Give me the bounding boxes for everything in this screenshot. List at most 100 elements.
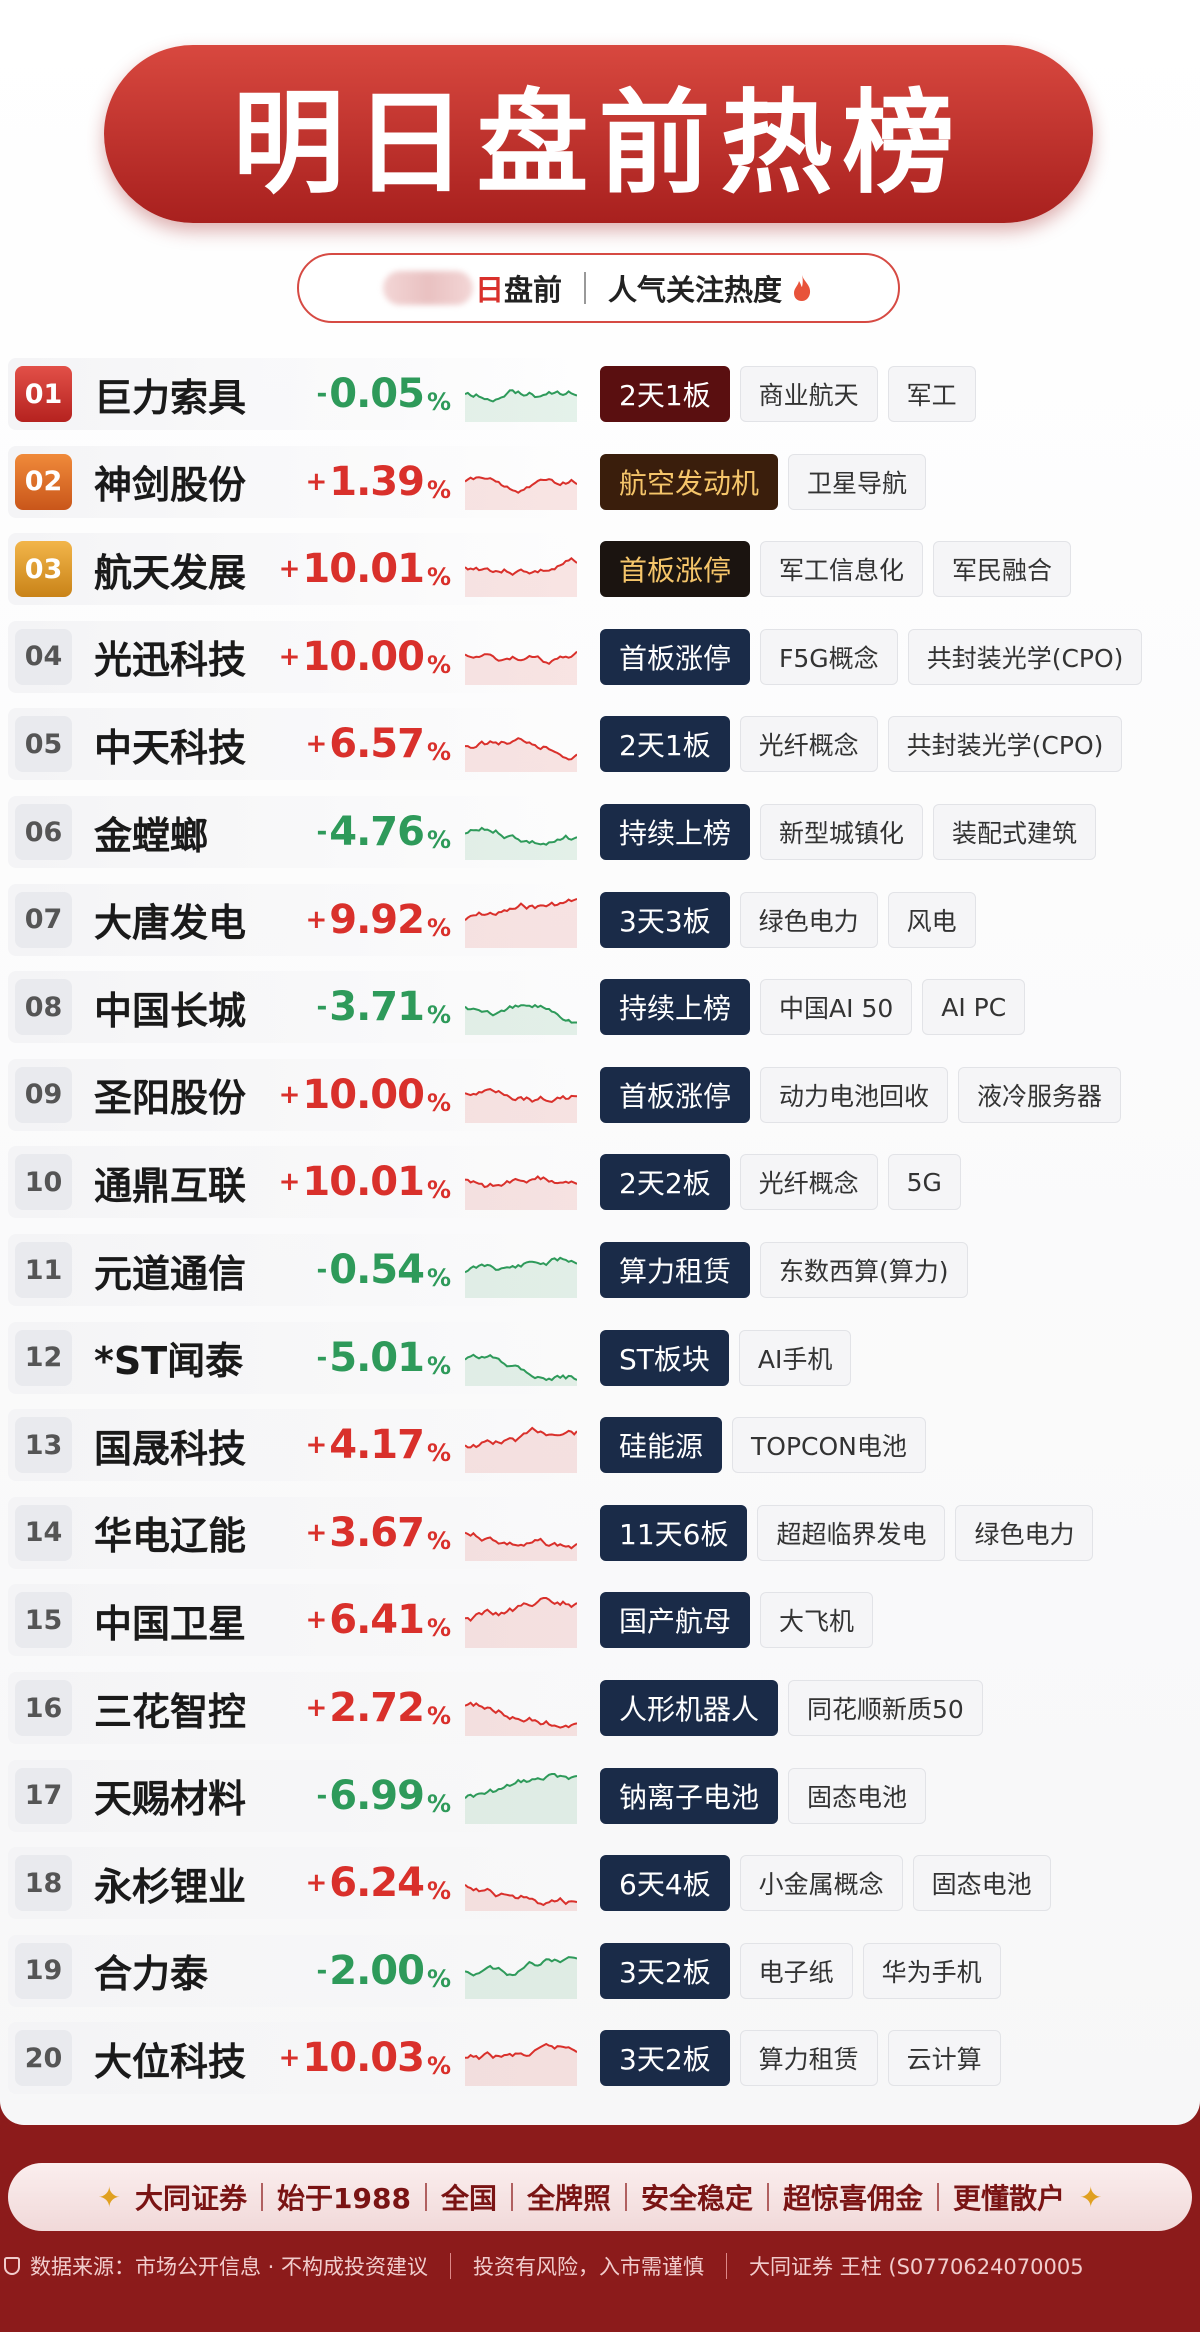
rank-badge: 10 [15,1154,72,1211]
hot-tag: 3天3板 [600,891,730,948]
stock-row: 10 通鼎互联 +10.01% 2天2板 光纤概念 5G [8,1142,1192,1222]
separator [766,2183,769,2211]
change-sign: + [305,729,328,760]
stock-row: 01 巨力索具 -0.05% 2天1板 商业航天 军工 [8,354,1192,434]
rank-badge: 14 [15,1504,72,1561]
percent-sign: % [426,1001,451,1030]
stock-row: 03 航天发展 +10.01% 首板涨停 军工信息化 军民融合 [8,529,1192,609]
sparkline-area [465,1005,577,1036]
tag: 绿色电力 [955,1504,1094,1561]
tag: 军工信息化 [760,541,924,598]
fire-icon [794,275,811,301]
percent-sign: % [426,1614,451,1643]
star-icon: ✦ [97,2180,121,2214]
tags: 人形机器人 同花顺新质50 [600,1680,983,1736]
change-sign: + [305,1868,328,1899]
tags: 航空发动机 卫星导航 [600,453,927,510]
tagline: 人气关注热度 [608,273,783,307]
tag: 云计算 [887,2030,1001,2087]
sparkline [465,1087,577,1123]
sparkline-area [465,651,577,685]
slogan-item: 更懂散户 [953,2182,1066,2215]
sparkline-line [465,1175,577,1189]
change-value: 0.05 [329,371,425,417]
stock-name: 光迅科技 [94,638,247,683]
stock-name: 三花智控 [94,1689,247,1734]
stock-name: 元道通信 [94,1251,247,1296]
change-sign: + [278,554,301,585]
sparkline-area [465,1884,577,1912]
hot-tag: 3天2板 [600,1942,730,1999]
row-background [8,445,568,518]
change: -2.00% [288,1931,451,2011]
sparkline-area [465,1532,577,1561]
sparkline-line [465,2043,577,2061]
stock-row: 18 永杉锂业 +6.24% 6天4板 小金属概念 固态电池 [8,1843,1192,1923]
rank-badge: 02 [15,453,72,510]
sparkline-line [465,1353,577,1381]
rank-badge: 16 [15,1680,72,1736]
hot-tag: 国产航母 [600,1592,751,1649]
separator [937,2183,939,2211]
change-value: 0.54 [329,1247,425,1293]
change: +1.39% [288,442,451,522]
rank-badge: 17 [15,1767,72,1824]
sparkline [465,1256,577,1298]
note: 投资有风险，入市需谨慎 [473,2255,705,2279]
separator [584,272,586,304]
stock-row: 05 中天科技 +6.57% 2天1板 光纤概念 共封装光学(CPO) [8,704,1192,784]
rank-badge: 15 [15,1592,72,1649]
sparkline-area [465,1428,577,1474]
hot-tag: 持续上榜 [600,979,751,1036]
stock-row: 04 光迅科技 +10.00% 首板涨停 F5G概念 共封装光学(CPO) [8,617,1192,697]
sparkline [465,1597,577,1649]
rank-badge: 12 [15,1329,72,1386]
tag: 同花顺新质50 [788,1680,983,1736]
tag: 卫星导航 [788,453,927,510]
date-suffix: 日 [474,273,504,307]
stock-name: 中国卫星 [94,1601,247,1646]
tag: 电子纸 [739,1942,853,1999]
slogan-item: 始于1988 [277,2182,411,2215]
rank-badge: 01 [15,366,72,422]
rank-badge: 20 [15,2030,72,2087]
stock-row: 19 合力泰 -2.00% 3天2板 电子纸 华为手机 [8,1931,1192,2011]
percent-sign: % [426,650,451,679]
change-value: 6.57 [329,721,425,768]
change: +10.00% [279,617,451,697]
row-background [8,1234,568,1306]
stock-name: 圣阳股份 [94,1076,247,1121]
change-value: 1.39 [329,458,425,505]
change-sign: + [278,641,301,672]
hot-tag: 首板涨停 [600,541,751,598]
change-value: 6.41 [329,1597,425,1644]
row-background [8,796,568,868]
hot-tag: 11天6板 [600,1504,748,1561]
separator [261,2183,263,2211]
tags: ST板块 AI手机 [600,1329,852,1386]
percent-sign: % [426,1877,451,1906]
sparkline [465,389,577,422]
sparkline [465,737,577,773]
tags: 3天2板 电子纸 华为手机 [600,1942,1001,1999]
sparkline-line [465,826,577,846]
tags: 6天4板 小金属概念 固态电池 [600,1855,1051,1912]
sparkline-area [465,898,577,948]
change: -0.54% [288,1230,451,1310]
sparkline-area [465,1354,577,1386]
tag: 固态电池 [912,1855,1051,1912]
stock-row: 17 天赐材料 -6.99% 钠离子电池 固态电池 [8,1756,1192,1836]
tag: 超超临界发电 [757,1504,946,1561]
row-background [8,708,568,781]
row-background [8,1847,568,1920]
stock-name: 神剑股份 [94,463,247,508]
tag: 商业航天 [739,366,878,422]
slogan-bar: ✦ 大同证券 始于1988 全国 全牌照 安全稳定 超惊喜佣金 更懂散户 ✦ [8,2163,1192,2231]
blurred-date [382,271,473,305]
change-sign: + [305,1693,328,1723]
sparkline-area [465,1956,577,1999]
hot-tag: 2天2板 [600,1154,730,1211]
sparkline-line [465,897,577,921]
stock-row: 06 金螳螂 -4.76% 持续上榜 新型城镇化 装配式建筑 [8,792,1192,872]
change-value: 10.03 [302,2035,425,2082]
